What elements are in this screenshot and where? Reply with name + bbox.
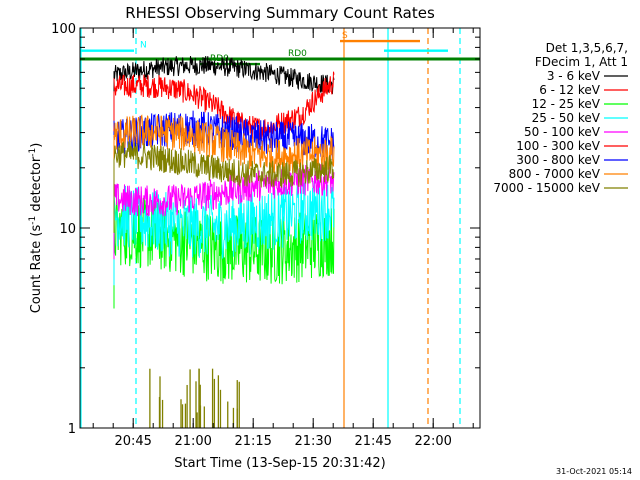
series-line-0	[113, 55, 335, 95]
x-axis: 20:45 21:00 21:15 21:30 21:45 22:00	[92, 28, 474, 449]
legend-label-5: 100 - 300 keV	[516, 139, 600, 153]
series-line-4	[113, 164, 335, 217]
legend-label-4: 50 - 100 keV	[524, 125, 601, 139]
legend-header-1: FDecim 1, Att 1	[535, 55, 628, 69]
legend-label-7: 800 - 7000 keV	[509, 167, 601, 181]
flag-label-1: S	[342, 31, 348, 41]
footer-date: 31-Oct-2021 05:14	[556, 467, 632, 476]
x-tick-label-0: 20:45	[114, 434, 151, 449]
series-line-8	[113, 141, 335, 188]
y-axis: 1 10 100	[51, 22, 480, 437]
legend-header-0: Det 1,3,5,6,7,	[546, 41, 628, 55]
x-tick-label-3: 21:30	[294, 434, 331, 449]
y-axis-label: Count Rate (s-1 detector-1)	[28, 143, 44, 314]
x-tick-label-1: 21:00	[174, 434, 211, 449]
x-tick-label-2: 21:15	[234, 434, 271, 449]
legend-label-8: 7000 - 15000 keV	[493, 181, 600, 195]
y-tick-label-1: 10	[59, 222, 76, 237]
legend-label-2: 12 - 25 keV	[532, 97, 601, 111]
series-line-1	[113, 71, 335, 141]
x-tick-label-5: 22:00	[414, 434, 451, 449]
legend-label-3: 25 - 50 keV	[532, 111, 601, 125]
series-line-7	[113, 114, 335, 174]
flag-label-4: RD0	[210, 54, 229, 64]
legend-label-1: 6 - 12 keV	[539, 83, 601, 97]
y-tick-label-0: 1	[68, 422, 76, 437]
y-tick-label-2: 100	[51, 22, 76, 37]
x-tick-label-4: 21:45	[354, 434, 391, 449]
flag-label-3: RD0	[288, 49, 307, 59]
chart-title: RHESSI Observing Summary Count Rates	[125, 4, 435, 22]
legend-label-0: 3 - 6 keV	[547, 69, 601, 83]
x-axis-label: Start Time (13-Sep-15 20:31:42)	[174, 456, 385, 471]
legend: Det 1,3,5,6,7,FDecim 1, Att 13 - 6 keV6 …	[493, 41, 628, 195]
legend-label-6: 300 - 800 keV	[516, 153, 600, 167]
flag-label-0: N	[140, 41, 147, 51]
